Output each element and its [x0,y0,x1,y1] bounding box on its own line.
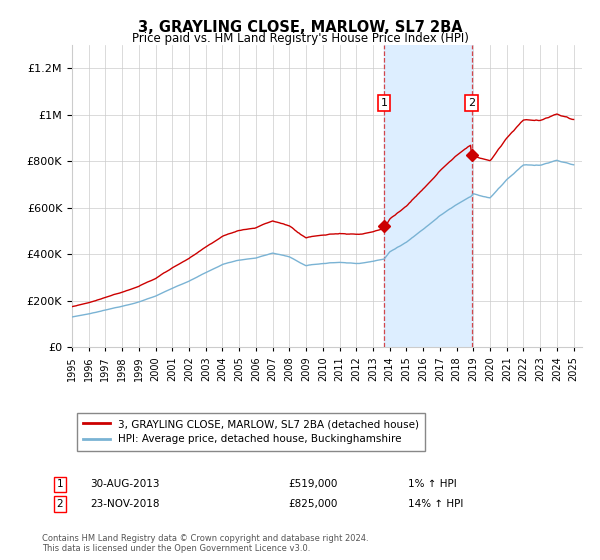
Text: 1: 1 [380,98,388,108]
Text: 2: 2 [468,98,475,108]
Text: 2: 2 [56,499,64,509]
Text: £825,000: £825,000 [288,499,337,509]
Legend: 3, GRAYLING CLOSE, MARLOW, SL7 2BA (detached house), HPI: Average price, detache: 3, GRAYLING CLOSE, MARLOW, SL7 2BA (deta… [77,413,425,451]
Text: 14% ↑ HPI: 14% ↑ HPI [408,499,463,509]
Text: 3, GRAYLING CLOSE, MARLOW, SL7 2BA: 3, GRAYLING CLOSE, MARLOW, SL7 2BA [137,20,463,35]
Text: 1: 1 [56,479,64,489]
Text: 30-AUG-2013: 30-AUG-2013 [90,479,160,489]
Text: £519,000: £519,000 [288,479,337,489]
Bar [384,45,472,347]
Text: 23-NOV-2018: 23-NOV-2018 [90,499,160,509]
Text: Contains HM Land Registry data © Crown copyright and database right 2024.
This d: Contains HM Land Registry data © Crown c… [42,534,368,553]
Text: 1% ↑ HPI: 1% ↑ HPI [408,479,457,489]
Text: Price paid vs. HM Land Registry's House Price Index (HPI): Price paid vs. HM Land Registry's House … [131,32,469,45]
